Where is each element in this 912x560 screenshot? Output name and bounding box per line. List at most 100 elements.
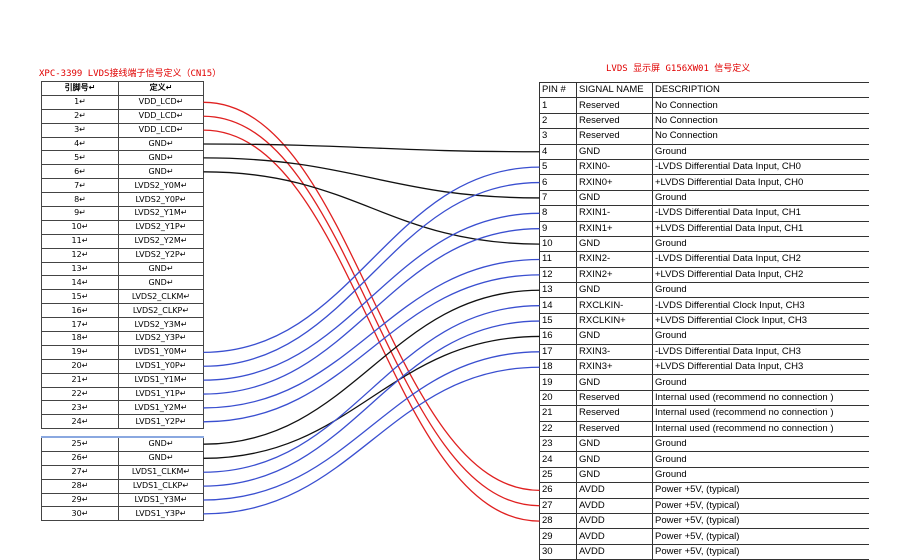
pin-number: 15	[539, 313, 577, 330]
table-row: 11 RXIN2- -LVDS Differential Data Input, C…	[539, 251, 869, 268]
signal-name: Reserved	[576, 405, 653, 422]
signal-description: +LVDS Differential Data Input, CH3	[652, 359, 869, 376]
table-row: 27 AVDD Power +5V, (typical)	[539, 498, 869, 514]
pin-number: 24↵	[41, 414, 119, 430]
signal-wire	[203, 228, 540, 395]
table-row: 1 Reserved No Connection	[539, 97, 869, 114]
header-pin: PIN #	[539, 81, 577, 99]
signal-description: Ground	[652, 436, 869, 453]
pin-number: 1	[539, 97, 577, 114]
signal-wire	[203, 366, 540, 515]
signal-description: +LVDS Differential Clock Input, CH3	[652, 313, 869, 330]
pin-number: 30↵	[41, 506, 119, 522]
table-row: 15 RXCLKIN+ +LVDS Differential Clock Input…	[539, 313, 869, 330]
signal-description: -LVDS Differential Data Input, CH3	[652, 344, 869, 361]
signal-wire	[203, 320, 540, 487]
signal-wire	[203, 351, 540, 501]
pin-number: 27	[539, 498, 577, 514]
header-signal-name: SIGNAL NAME	[576, 81, 653, 99]
table-row: 17 RXIN3- -LVDS Differential Data Input, C…	[539, 344, 869, 361]
table-row: 16 GND Ground	[539, 328, 869, 345]
table-row: 19 GND Ground	[539, 374, 869, 391]
connector-pin-table-continued: 25↵ GND↵ 26↵ GND↵ 27↵ LVDS1_CLKM↵ 28↵ LVDS1_CLK…	[41, 436, 204, 522]
signal-wire	[203, 212, 540, 381]
signal-name: Reserved	[576, 113, 653, 130]
pin-number: 6	[539, 174, 577, 191]
pin-number: 26	[539, 482, 577, 499]
signal-description: +LVDS Differential Data Input, CH0	[652, 174, 869, 191]
table-row: 4↵ GND↵	[41, 136, 204, 152]
table-row: 2 Reserved No Connection	[539, 113, 869, 130]
signal-description: Ground	[652, 328, 869, 345]
table-row: 5↵ GND↵	[41, 150, 204, 166]
table-row: 23 GND Ground	[539, 436, 869, 453]
signal-description: +LVDS Differential Data Input, CH1	[652, 221, 869, 237]
table-row: 6 RXIN0+ +LVDS Differential Data Input, CH…	[539, 174, 869, 191]
ground-wire	[203, 143, 540, 153]
pin-definition: LVDS1_Y0P↵	[118, 358, 204, 374]
signal-wire	[203, 166, 540, 354]
table-row: 20↵ LVDS1_Y0P↵	[41, 358, 204, 374]
signal-name: RXIN1-	[576, 205, 653, 222]
table-row: 13 GND Ground	[539, 282, 869, 299]
table-row: 18↵ LVDS2_Y3P↵	[41, 331, 204, 346]
table-row: 28 AVDD Power +5V, (typical)	[539, 513, 869, 530]
pin-definition: LVDS1_Y3P↵	[118, 506, 204, 522]
left-table-title: XPC-3399 LVDS接线端子信号定义（CN15）	[39, 69, 222, 79]
signal-name: AVDD	[576, 544, 653, 560]
pin-number: 28	[539, 513, 577, 530]
table-header-row: PIN # SIGNAL NAME DESCRIPTION	[539, 81, 869, 99]
table-row: 5 RXIN0- -LVDS Differential Data Input, CH…	[539, 159, 869, 176]
signal-description: Power +5V, (typical)	[652, 544, 869, 560]
signal-name: GND	[576, 144, 653, 160]
table-row: 22↵ LVDS1_Y1P↵	[41, 386, 204, 402]
pin-number: 4	[539, 144, 577, 160]
signal-description: +LVDS Differential Data Input, CH2	[652, 267, 869, 284]
signal-name: Reserved	[576, 97, 653, 114]
signal-name: GND	[576, 451, 653, 468]
pin-number: 3	[539, 128, 577, 145]
signal-name: RXIN1+	[576, 221, 653, 237]
signal-name: GND	[576, 467, 653, 484]
right-table-title: LVDS 显示屏 G156XW01 信号定义	[606, 64, 751, 74]
table-row: 15↵ LVDS2_CLKM↵	[41, 289, 204, 305]
signal-name: Reserved	[576, 128, 653, 145]
signal-name: Reserved	[576, 390, 653, 407]
pin-number: 8	[539, 205, 577, 222]
signal-description: Ground	[652, 451, 869, 468]
signal-description: -LVDS Differential Data Input, CH0	[652, 159, 869, 176]
pin-definition: LVDS1_Y2P↵	[118, 414, 204, 430]
power-wire	[203, 129, 540, 522]
table-row: 30↵ LVDS1_Y3P↵	[41, 506, 204, 522]
table-row: 20 Reserved Internal used (recommend no co…	[539, 390, 869, 407]
signal-wire	[203, 258, 540, 409]
pin-number: 13	[539, 282, 577, 299]
table-row: 7↵ LVDS2_Y0M↵	[41, 178, 204, 194]
table-row: 9 RXIN1+ +LVDS Differential Data Input, CH…	[539, 221, 869, 237]
connector-pin-table: 引脚号↵ 定义↵ 1↵ VDD_LCD↵ 2↵ VDD_LCD↵ 3↵ VDD_LCD↵ 4…	[41, 81, 204, 430]
signal-description: Power +5V, (typical)	[652, 482, 869, 499]
table-row: 4 GND Ground	[539, 144, 869, 160]
signal-name: GND	[576, 190, 653, 207]
signal-description: Ground	[652, 190, 869, 207]
signal-name: GND	[576, 328, 653, 345]
signal-name: RXIN0+	[576, 174, 653, 191]
table-row: 12 RXIN2+ +LVDS Differential Data Input, C…	[539, 267, 869, 284]
signal-name: Reserved	[576, 421, 653, 437]
pin-number: 20	[539, 390, 577, 407]
signal-name: RXIN0-	[576, 159, 653, 176]
signal-description: -LVDS Differential Data Input, CH2	[652, 251, 869, 268]
signal-name: RXIN2-	[576, 251, 653, 268]
pin-number: 14	[539, 297, 577, 314]
signal-name: AVDD	[576, 498, 653, 514]
signal-name: RXCLKIN+	[576, 313, 653, 330]
pin-number: 25	[539, 467, 577, 484]
signal-description: No Connection	[652, 97, 869, 114]
signal-wire	[203, 181, 540, 367]
pin-number: 23	[539, 436, 577, 453]
pin-number: 10	[539, 236, 577, 253]
signal-description: No Connection	[652, 113, 869, 130]
table-row: 17↵ LVDS2_Y3M↵	[41, 317, 204, 333]
pin-number: 7	[539, 190, 577, 207]
table-row: 21 Reserved Internal used (recommend no co…	[539, 405, 869, 422]
